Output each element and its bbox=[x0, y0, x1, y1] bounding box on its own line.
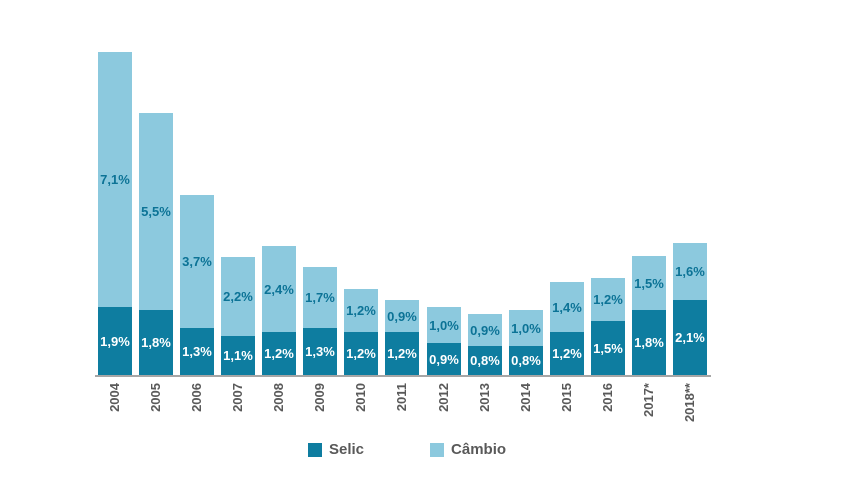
bar-segment-cambio: 2,2% bbox=[221, 257, 255, 336]
x-axis-tick-label: 2008 bbox=[271, 383, 286, 412]
segment-value-label: 0,9% bbox=[387, 308, 417, 324]
bar-segment-cambio: 1,0% bbox=[509, 310, 543, 346]
segment-value-label: 0,9% bbox=[470, 322, 500, 338]
segment-value-label: 1,0% bbox=[511, 320, 541, 336]
segment-value-label: 2,2% bbox=[223, 289, 253, 304]
bar-segment-selic: 1,9% bbox=[98, 307, 132, 375]
segment-value-label: 1,3% bbox=[182, 344, 212, 359]
x-axis-tick-label: 2005 bbox=[148, 383, 163, 412]
bar-segment-selic: 0,9% bbox=[427, 343, 461, 375]
x-axis-tick-label: 2007 bbox=[230, 383, 245, 412]
segment-value-label: 0,9% bbox=[429, 351, 459, 367]
segment-value-label: 0,8% bbox=[511, 353, 541, 368]
bar-segment-selic: 1,2% bbox=[344, 332, 378, 375]
bar-segment-cambio: 5,5% bbox=[139, 113, 173, 310]
bar-column: 1,0% 0,9% bbox=[427, 307, 461, 375]
bar-segment-cambio: 1,7% bbox=[303, 267, 337, 328]
legend-label-selic: Selic bbox=[329, 441, 365, 458]
bar-segment-cambio: 1,6% bbox=[673, 243, 707, 300]
segment-value-label: 1,8% bbox=[141, 335, 171, 350]
bar-segment-selic: 0,8% bbox=[468, 346, 502, 375]
bar-column: 7,1% 1,9% bbox=[98, 52, 132, 375]
bar-column: 2,2% 1,1% bbox=[221, 257, 255, 375]
segment-value-label: 1,2% bbox=[593, 292, 623, 307]
bar-segment-cambio: 2,4% bbox=[262, 246, 296, 332]
bar-segment-cambio: 0,9% bbox=[468, 314, 502, 346]
bar-segment-cambio: 1,4% bbox=[550, 282, 584, 332]
bar-segment-selic: 1,2% bbox=[385, 332, 419, 375]
segment-value-label: 1,3% bbox=[305, 344, 335, 359]
bar-segment-selic: 1,8% bbox=[139, 310, 173, 375]
segment-value-label: 7,1% bbox=[100, 172, 130, 187]
segment-value-label: 1,1% bbox=[223, 348, 253, 363]
segment-value-label: 1,6% bbox=[675, 264, 705, 279]
segment-value-label: 1,9% bbox=[100, 333, 130, 349]
segment-value-label: 1,0% bbox=[429, 317, 459, 333]
legend-swatch-selic bbox=[308, 442, 322, 457]
bar-segment-selic: 1,2% bbox=[262, 332, 296, 375]
x-axis-tick-label: 2016 bbox=[600, 383, 615, 412]
segment-value-label: 1,7% bbox=[305, 290, 335, 305]
bar-segment-selic: 0,8% bbox=[509, 346, 543, 375]
bar-segment-cambio: 0,9% bbox=[385, 300, 419, 332]
bar-segment-selic: 1,3% bbox=[303, 328, 337, 375]
bar-column: 1,2% 1,2% bbox=[344, 289, 378, 375]
legend-item-cambio: Câmbio bbox=[430, 441, 506, 458]
segment-value-label: 1,2% bbox=[346, 303, 376, 318]
bar-segment-selic: 1,5% bbox=[591, 321, 625, 375]
segment-value-label: 1,4% bbox=[552, 299, 582, 315]
bar-column: 1,5% 1,8% bbox=[632, 256, 666, 375]
x-axis-tick-label: 2017* bbox=[641, 383, 656, 417]
bar-column: 1,0% 0,8% bbox=[509, 310, 543, 375]
bar-column: 1,6% 2,1% bbox=[673, 243, 707, 375]
bar-segment-cambio: 1,0% bbox=[427, 307, 461, 343]
segment-value-label: 0,8% bbox=[470, 353, 500, 368]
segment-value-label: 3,7% bbox=[182, 254, 212, 269]
segment-value-label: 5,5% bbox=[141, 204, 171, 219]
bar-column: 5,5% 1,8% bbox=[139, 113, 173, 375]
legend-label-cambio: Câmbio bbox=[451, 441, 507, 458]
x-axis-tick-label: 2018** bbox=[682, 383, 697, 423]
bar-segment-cambio: 3,7% bbox=[180, 195, 214, 328]
bar-segment-selic: 1,2% bbox=[550, 332, 584, 375]
legend-swatch-cambio bbox=[430, 442, 445, 457]
segment-value-label: 1,5% bbox=[593, 340, 623, 356]
segment-value-label: 1,8% bbox=[634, 335, 664, 350]
segment-value-label: 2,1% bbox=[675, 330, 705, 345]
bar-segment-cambio: 1,5% bbox=[632, 256, 666, 310]
x-axis-tick-label: 2015 bbox=[559, 383, 574, 412]
bar-column: 1,2% 1,5% bbox=[591, 278, 625, 375]
legend-item-selic: Selic bbox=[308, 441, 364, 458]
x-axis-line bbox=[95, 375, 711, 377]
legend: Selic Câmbio bbox=[308, 441, 506, 458]
segment-value-label: 2,4% bbox=[264, 281, 294, 297]
segment-value-label: 1,2% bbox=[387, 346, 417, 361]
bar-segment-selic: 1,1% bbox=[221, 336, 255, 375]
segment-value-label: 1,2% bbox=[264, 346, 294, 361]
bar-column: 1,4% 1,2% bbox=[550, 282, 584, 375]
bar-segment-selic: 1,3% bbox=[180, 328, 214, 375]
x-axis-tick-label: 2004 bbox=[107, 383, 122, 412]
bar-column: 1,7% 1,3% bbox=[303, 267, 337, 375]
bar-segment-selic: 2,1% bbox=[673, 300, 707, 375]
bar-segment-cambio: 1,2% bbox=[591, 278, 625, 321]
x-axis-tick-label: 2014 bbox=[518, 383, 533, 412]
segment-value-label: 1,5% bbox=[634, 275, 664, 291]
bar-segment-selic: 1,8% bbox=[632, 310, 666, 375]
bar-column: 0,9% 1,2% bbox=[385, 300, 419, 375]
bar-segment-cambio: 7,1% bbox=[98, 52, 132, 307]
segment-value-label: 1,2% bbox=[346, 346, 376, 361]
bar-column: 2,4% 1,2% bbox=[262, 246, 296, 375]
x-axis-tick-label: 2006 bbox=[189, 383, 204, 412]
bar-column: 0,9% 0,8% bbox=[468, 314, 502, 375]
bar-segment-cambio: 1,2% bbox=[344, 289, 378, 332]
bar-column: 3,7% 1,3% bbox=[180, 195, 214, 375]
segment-value-label: 1,2% bbox=[552, 346, 582, 361]
